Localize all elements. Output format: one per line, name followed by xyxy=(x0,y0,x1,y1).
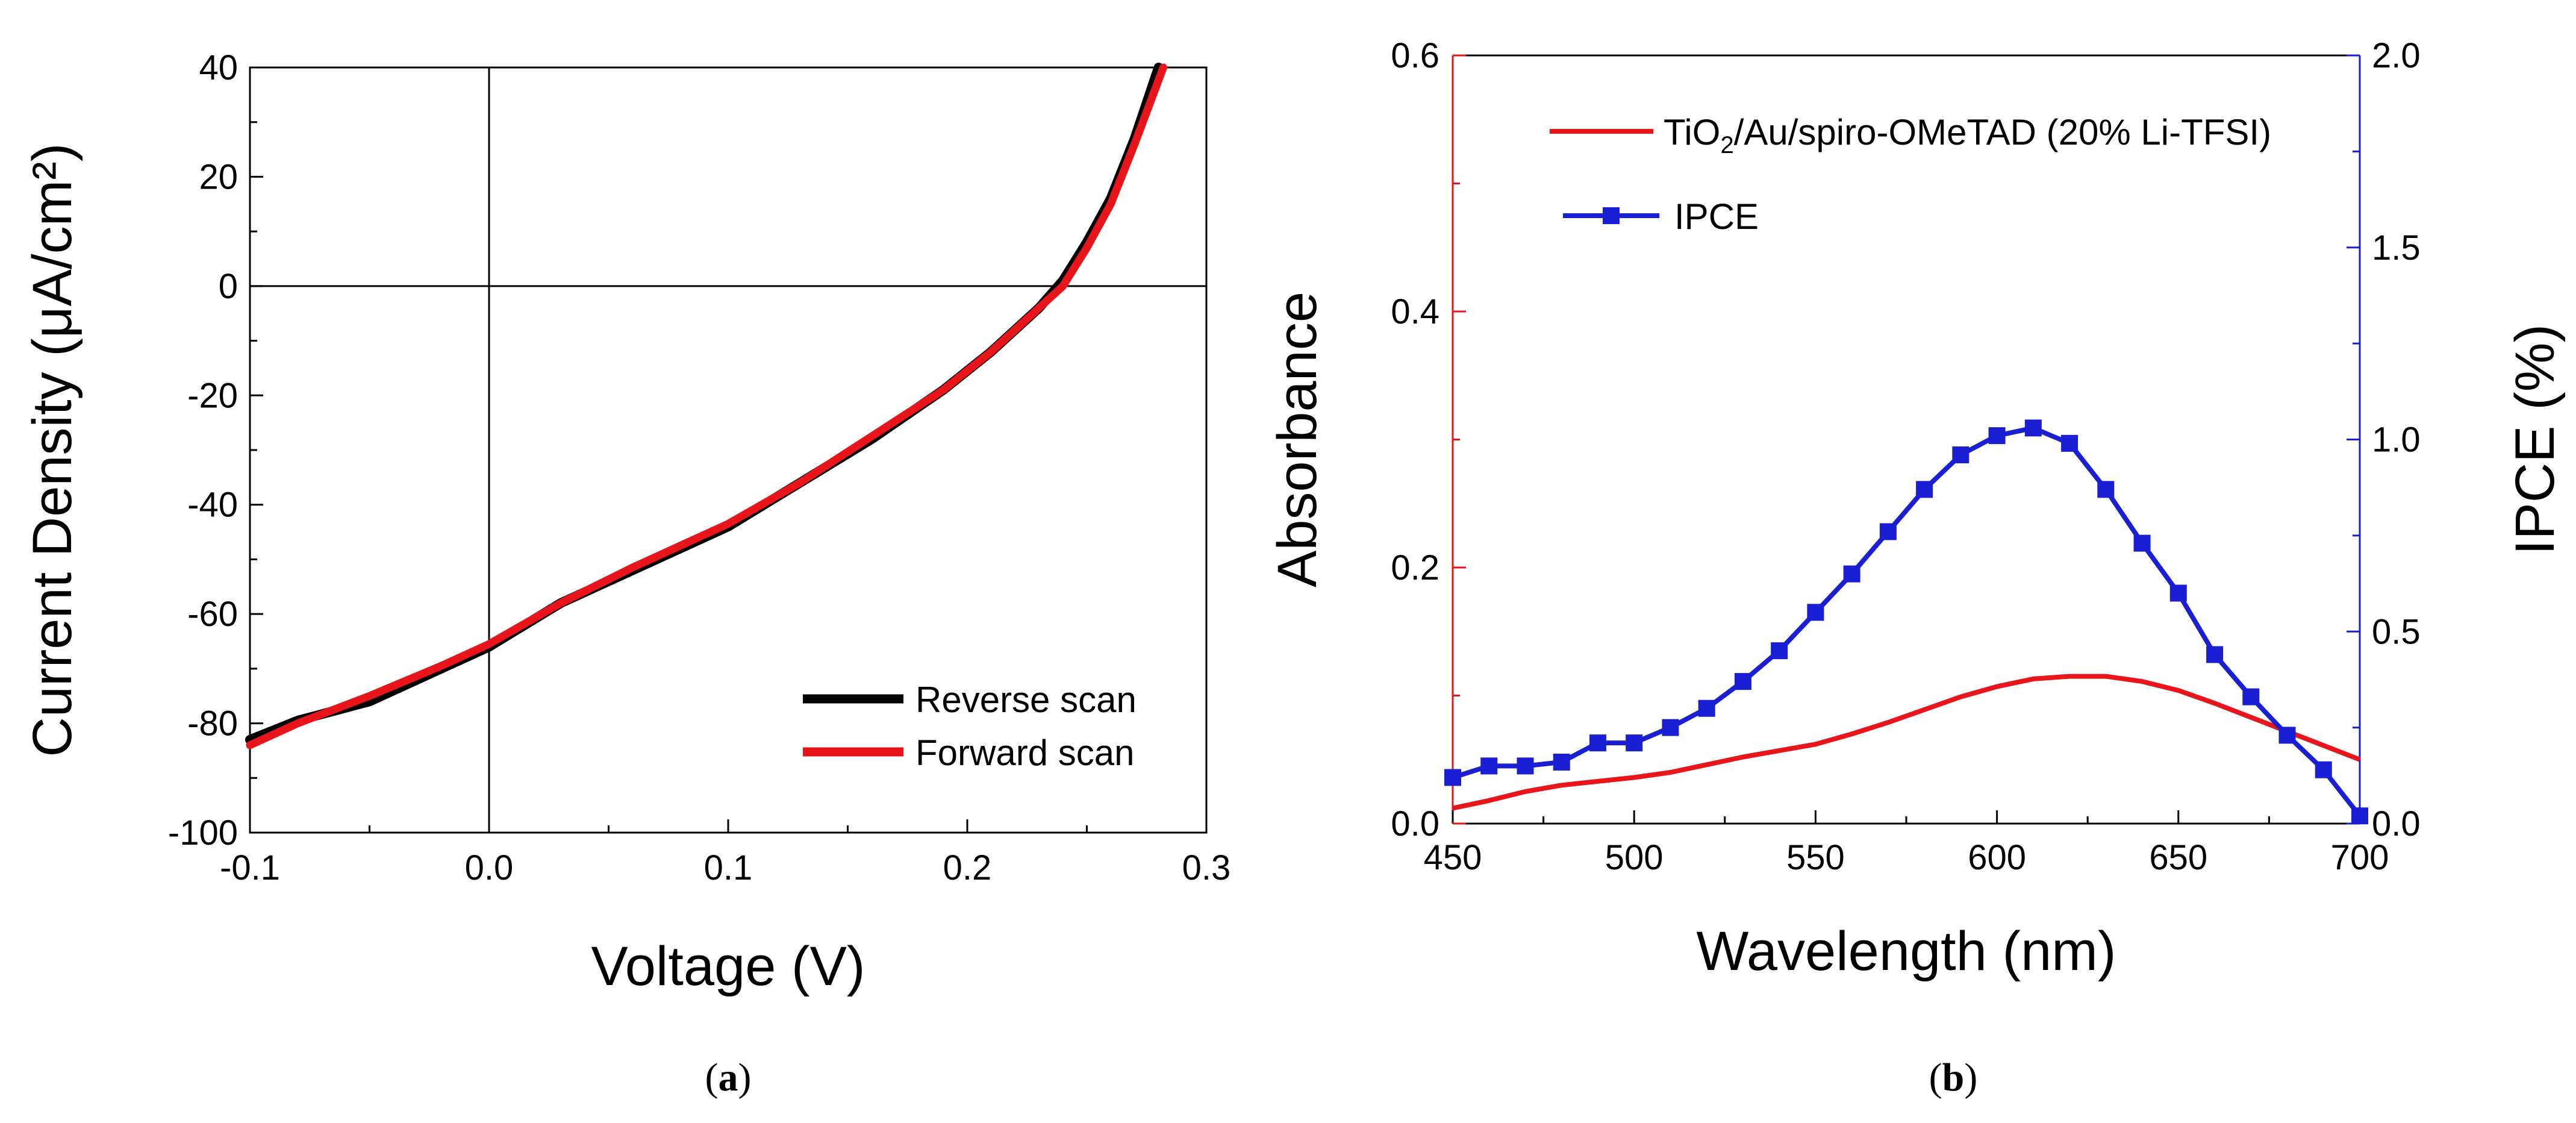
chart-b-right-y-axis-title: IPCE (%) xyxy=(2504,324,2566,555)
chart-b-ipce-point xyxy=(2351,807,2368,825)
chart-b-left-y-tick-label: 0.0 xyxy=(1391,804,1439,843)
chart-b-ipce-point xyxy=(2024,419,2042,437)
chart-b-left-y-tick-label: 0.4 xyxy=(1391,292,1439,331)
chart-b-ipce-point xyxy=(2242,688,2260,705)
chart-a-x-tick-label: 0.1 xyxy=(704,848,753,887)
chart-b-ipce-point xyxy=(1952,446,1969,463)
chart-a-y-tick-label: -80 xyxy=(187,704,238,743)
chart-a-legend-label: Reverse scan xyxy=(915,680,1137,720)
chart-a-y-tick-label: -20 xyxy=(187,376,238,415)
chart-b-left-y-tick-label: 0.2 xyxy=(1391,548,1439,587)
chart-b-ipce-point xyxy=(2133,534,2151,552)
chart-b-ipce-point xyxy=(1662,719,1679,736)
chart-a-x-tick-label: 0.3 xyxy=(1182,848,1231,887)
chart-b-ipce-point xyxy=(1988,427,2006,445)
chart-b-absorbance-ipce: 450 500 550 600 650 7000.00.20.40.60.00.51.01… xyxy=(1267,36,2566,1100)
chart-b-left-y-axis-title: Absorbance xyxy=(1267,292,1328,587)
chart-b-ipce-point xyxy=(1517,757,1534,775)
chart-a-y-tick-label: -60 xyxy=(187,595,238,634)
caption-letter-b: b xyxy=(1942,1056,1965,1100)
chart-b-x-tick-label: 600 xyxy=(1968,838,2026,877)
legend-formula-prefix: TiO xyxy=(1664,112,1720,152)
chart-b-ipce-point xyxy=(1553,754,1570,771)
chart-b-caption: (b) xyxy=(1929,1056,1978,1100)
caption-paren-open: ( xyxy=(705,1056,719,1100)
chart-a-y-tick-label: -100 xyxy=(168,813,238,852)
legend-formula-suffix: /Au/spiro-OMeTAD (20% Li-TFSI) xyxy=(1734,112,2271,152)
chart-b-right-y-tick-label: 2.0 xyxy=(2372,36,2421,75)
chart-b-ipce-point xyxy=(1807,604,1824,621)
caption-paren-close: ) xyxy=(738,1056,752,1100)
chart-b-right-y-tick-label: 1.0 xyxy=(2372,421,2421,460)
chart-a-y-tick-label: 40 xyxy=(199,48,238,87)
chart-b-ipce-point xyxy=(1879,523,1897,540)
chart-b-right-y-tick-label: 0.0 xyxy=(2372,804,2421,843)
chart-a-caption: (a) xyxy=(705,1056,752,1100)
chart-b-ipce-point xyxy=(2206,646,2224,663)
chart-b-x-tick-label: 450 xyxy=(1424,838,1482,877)
chart-b-legend-absorbance-label: TiO2/Au/spiro-OMeTAD (20% Li-TFSI) xyxy=(1664,112,2271,158)
chart-b-ipce-line xyxy=(1452,425,2362,818)
chart-a-x-tick-label: 0.0 xyxy=(465,848,514,887)
chart-a-x-axis-title: Voltage (V) xyxy=(591,936,865,997)
chart-b-x-tick-label: 550 xyxy=(1786,838,1845,877)
chart-b-x-axis-title: Wavelength (nm) xyxy=(1696,921,2116,982)
caption-paren-close: ) xyxy=(1964,1056,1977,1100)
chart-b-ipce-point xyxy=(1444,769,1461,786)
legend-formula-subscript: 2 xyxy=(1720,132,1733,158)
chart-b-ipce-point xyxy=(1734,673,1751,690)
chart-b-ipce-point xyxy=(1698,699,1715,717)
chart-b-ipce-point xyxy=(1589,734,1606,752)
caption-letter-a: a xyxy=(719,1056,738,1100)
chart-b-ipce-point xyxy=(1626,734,1643,752)
chart-a-series-line-reverse-scan xyxy=(245,63,1164,745)
chart-b-x-tick-label: 500 xyxy=(1605,838,1664,877)
chart-b-ipce-point xyxy=(1480,757,1498,775)
chart-b-ipce-point xyxy=(1771,642,1788,660)
chart-a-y-tick-label: 20 xyxy=(199,157,238,196)
chart-b-absorbance-line xyxy=(1452,674,2361,811)
chart-b-ipce-point xyxy=(2278,727,2296,744)
chart-b-legend-ipce-marker xyxy=(1603,207,1620,224)
chart-b-x-tick-label: 700 xyxy=(2331,838,2389,877)
chart-a-x-tick-label: 0.2 xyxy=(943,848,992,887)
chart-b-x-tick-label: 650 xyxy=(2149,838,2207,877)
chart-a-current-voltage: -0.1 0.0 0.1 0.2 0.3 -100 -80 -60 -40 -20 0 20 40 Rev… xyxy=(22,48,1230,1100)
chart-a-y-axis-title: Current Density (μA/cm²) xyxy=(22,143,83,757)
chart-b-left-y-tick-label: 0.6 xyxy=(1391,36,1439,75)
chart-a-x-tick-label: -0.1 xyxy=(220,848,280,887)
chart-b-ipce-point xyxy=(2315,761,2332,778)
caption-paren-open: ( xyxy=(1929,1056,1942,1100)
chart-a-y-tick-label: 0 xyxy=(219,267,238,306)
chart-b-right-y-tick-label: 0.5 xyxy=(2372,612,2421,651)
chart-b-right-y-tick-label: 1.5 xyxy=(2372,228,2421,267)
chart-b-legend-ipce-label: IPCE xyxy=(1674,196,1759,237)
chart-b-ipce-point xyxy=(2169,584,2187,602)
chart-a-series-line-forward-scan xyxy=(246,63,1167,749)
chart-a-legend-label: Forward scan xyxy=(915,733,1134,773)
chart-b-ipce-point xyxy=(1916,481,1933,498)
chart-a-y-tick-label: -40 xyxy=(187,486,238,525)
chart-b-ipce-point xyxy=(1843,565,1860,583)
chart-b-ipce-point xyxy=(2097,481,2115,498)
chart-b-ipce-point xyxy=(2061,434,2079,452)
